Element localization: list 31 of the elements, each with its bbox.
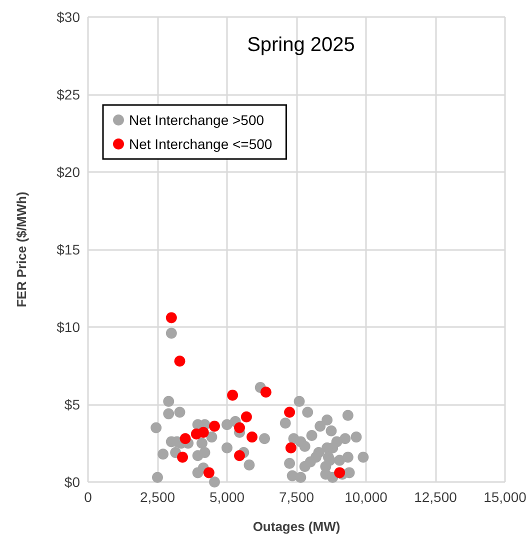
y-tick-label: $20 <box>56 164 80 180</box>
legend-label: Net Interchange <=500 <box>129 136 272 152</box>
y-tick-label: $5 <box>64 396 80 412</box>
point <box>174 356 186 367</box>
y-tick-label: $0 <box>64 474 80 490</box>
legend-label: Net Interchange >500 <box>129 112 264 128</box>
x-tick-label: 7,500 <box>278 489 314 505</box>
point <box>209 420 220 432</box>
y-tick-label: $25 <box>56 86 80 102</box>
point <box>234 450 246 462</box>
text: Spring 2025 <box>247 34 355 56</box>
x-tick-label: 12,500 <box>414 489 458 505</box>
point <box>285 442 296 454</box>
x-tick-label: 2,500 <box>140 489 176 505</box>
x-tick-label: 5,000 <box>209 489 245 505</box>
point <box>334 467 346 478</box>
x-axis-title: Outages (MW) <box>252 519 340 534</box>
point <box>166 312 177 324</box>
y-tick-label: $15 <box>56 242 80 258</box>
y-tick-label: $30 <box>56 9 80 25</box>
x-tick-label: 0 <box>84 489 92 505</box>
x-tick-label: 10,000 <box>344 489 388 505</box>
y-axis-title: FER Price ($/MWh) <box>14 192 29 308</box>
x-tick-label: 15,000 <box>484 489 527 505</box>
point <box>260 386 272 398</box>
point <box>227 390 238 401</box>
point <box>284 406 296 418</box>
point <box>240 411 252 422</box>
y-tick-label: $10 <box>56 319 80 335</box>
point <box>177 452 188 463</box>
point <box>246 432 258 443</box>
